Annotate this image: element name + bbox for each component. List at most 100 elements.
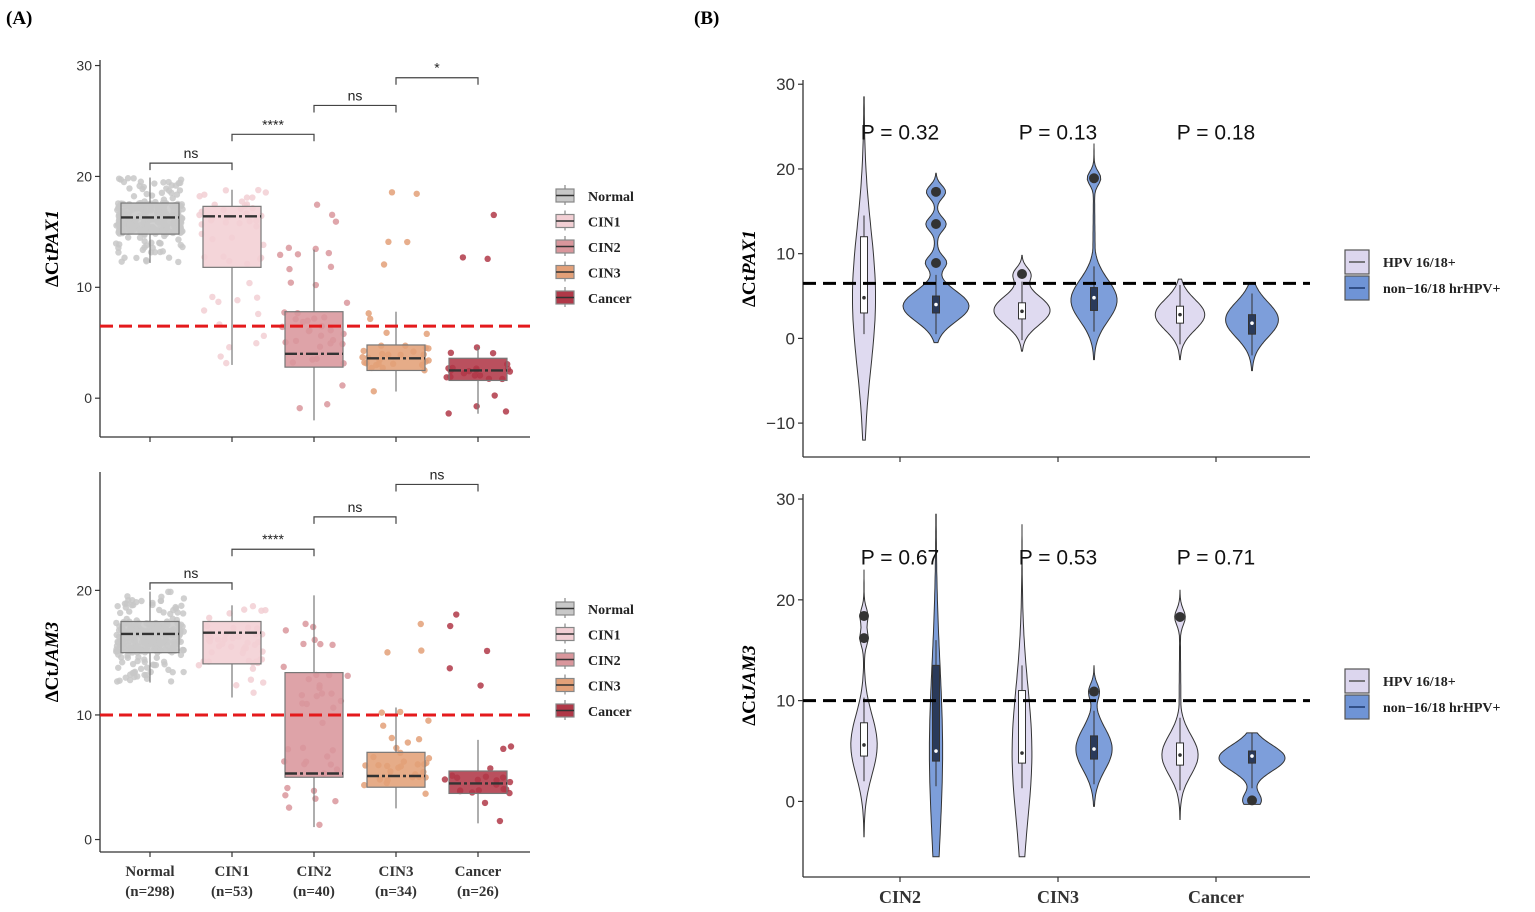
violin-outlier <box>1017 269 1027 280</box>
data-point <box>114 206 121 214</box>
data-point <box>380 261 388 268</box>
x-tick-label: CIN2 <box>296 864 331 880</box>
data-point <box>313 201 321 208</box>
data-point <box>175 236 182 243</box>
data-point <box>260 241 267 249</box>
data-point <box>285 244 293 252</box>
data-point <box>366 315 374 323</box>
data-point <box>415 736 423 743</box>
data-point <box>489 349 497 357</box>
data-point <box>122 604 130 611</box>
comparison-label: ns <box>348 87 363 103</box>
data-point <box>215 298 222 306</box>
y-tick-label: 0 <box>84 390 92 406</box>
data-point <box>287 279 295 286</box>
legend-label: CIN2 <box>588 654 621 669</box>
y-axis-label-gene: PAX1 <box>739 230 760 276</box>
p-value-label: P = 0.32 <box>861 121 939 144</box>
data-point <box>126 676 134 684</box>
x-tick-label: Normal <box>125 864 174 880</box>
data-point <box>459 254 467 261</box>
violin-cin3-nonhpv <box>1070 143 1118 361</box>
violin-cin2-nonhpv <box>902 172 970 344</box>
data-point <box>115 249 122 256</box>
y-tick-label: 10 <box>776 245 795 264</box>
data-point <box>280 663 287 671</box>
data-point <box>378 709 385 716</box>
data-point <box>241 606 248 613</box>
data-point <box>344 672 351 680</box>
data-point <box>422 790 429 797</box>
data-point <box>324 401 331 408</box>
data-point <box>233 682 240 689</box>
data-point <box>143 664 151 671</box>
violin-cancer-hpv1618 <box>1161 589 1199 820</box>
data-point <box>286 265 293 273</box>
data-point <box>143 190 150 198</box>
panel-label-a: (A) <box>6 8 32 29</box>
y-tick-label: 0 <box>84 831 92 847</box>
violin-median <box>1178 753 1182 757</box>
y-axis-label-prefix: ΔCt <box>739 274 760 307</box>
x-tick-label: CIN3 <box>1037 887 1079 907</box>
p-value-label: P = 0.13 <box>1019 121 1097 144</box>
data-point <box>262 606 269 614</box>
legend-label: CIN1 <box>588 629 621 644</box>
data-point <box>124 234 132 241</box>
data-point <box>447 622 454 630</box>
data-point <box>217 353 224 360</box>
x-tick-label: Cancer <box>455 864 502 880</box>
data-point <box>143 671 150 679</box>
x-tick-count: (n=34) <box>375 884 417 900</box>
violin-median <box>1178 312 1182 317</box>
y-tick-label: 10 <box>76 707 92 723</box>
y-tick-label: 30 <box>776 75 795 94</box>
violin-outlier <box>859 610 869 621</box>
data-point <box>143 258 150 265</box>
data-point <box>473 344 481 351</box>
comparison-label: ns <box>184 145 199 161</box>
data-point <box>173 191 181 198</box>
comparison-bracket <box>313 516 397 524</box>
data-point <box>441 776 449 783</box>
data-point <box>388 734 396 742</box>
box-cin2 <box>284 671 344 778</box>
data-point <box>253 340 260 347</box>
x-tick-count: (n=53) <box>211 884 253 900</box>
legend-label: Normal <box>588 190 634 205</box>
violin-outlier <box>1175 611 1185 622</box>
data-point <box>255 186 262 194</box>
data-point <box>222 187 230 194</box>
data-point <box>223 359 230 367</box>
data-point <box>116 241 123 248</box>
data-point <box>201 191 208 198</box>
data-point <box>178 602 185 609</box>
data-point <box>179 610 187 617</box>
y-axis-label-gene: JAM3 <box>739 645 760 695</box>
violin-median <box>1092 295 1096 300</box>
violin-outlier <box>859 633 869 644</box>
violin-median <box>862 295 866 300</box>
legend-label: non−16/18 hrHPV+ <box>1383 282 1500 297</box>
data-point <box>404 739 412 746</box>
data-point <box>496 817 504 825</box>
x-tick-label: CIN2 <box>879 887 921 907</box>
data-point <box>328 211 336 219</box>
data-point <box>285 804 293 811</box>
data-point <box>243 194 251 201</box>
data-point <box>115 175 123 182</box>
data-point <box>282 627 290 634</box>
y-tick-label: 0 <box>786 329 795 348</box>
box-normal <box>120 620 180 654</box>
data-point <box>157 597 165 605</box>
data-point <box>309 623 317 631</box>
y-tick-label: 30 <box>776 490 795 509</box>
data-point <box>141 238 148 245</box>
data-point <box>179 243 186 251</box>
data-point <box>120 178 128 186</box>
data-point <box>160 658 168 666</box>
y-axis-label-prefix: ΔCt <box>42 254 63 287</box>
data-point <box>446 665 453 672</box>
data-point <box>447 349 455 357</box>
